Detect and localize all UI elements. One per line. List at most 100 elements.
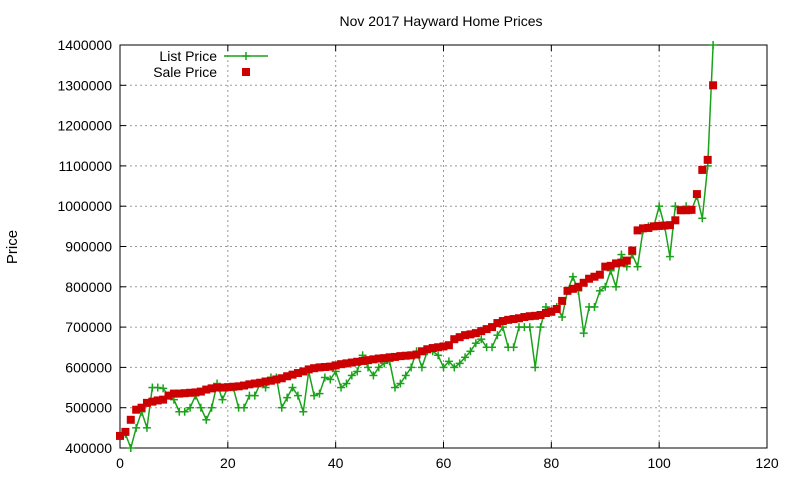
data-point-list-price — [477, 335, 486, 344]
y-tick-label: 1000000 — [57, 198, 112, 214]
legend-sample-list-price — [224, 52, 268, 60]
legend: List Price Sale Price — [153, 48, 268, 80]
data-point-sale-price — [407, 351, 416, 360]
data-point-list-price — [401, 371, 410, 380]
data-point-sale-price — [153, 396, 162, 405]
data-point-list-price — [126, 444, 135, 452]
data-point-sale-price — [455, 333, 464, 342]
data-point-list-price — [153, 383, 162, 392]
data-point-sale-price — [698, 165, 707, 174]
data-point-list-price — [493, 331, 502, 340]
data-point-sale-price — [482, 325, 491, 334]
data-point-sale-price — [471, 329, 480, 338]
data-point-sale-price — [320, 362, 329, 371]
data-point-list-price — [407, 363, 416, 372]
data-point-sale-price — [310, 364, 319, 373]
data-point-sale-price — [412, 350, 421, 359]
x-tick-label: 100 — [647, 455, 671, 471]
data-point-sale-price — [444, 341, 453, 350]
legend-marker — [242, 52, 250, 60]
data-point-sale-price — [223, 383, 232, 392]
data-point-sale-price — [509, 315, 518, 324]
data-point-sale-price — [703, 155, 712, 164]
data-point-sale-price — [288, 370, 297, 379]
data-point-sale-price — [250, 379, 259, 388]
data-point-list-price — [250, 391, 259, 400]
data-point-list-price — [665, 252, 674, 261]
tick-labels: 0 20 40 60 80 100 120 400000 500000 600000 700000 8… — [57, 37, 778, 471]
data-point-list-price — [579, 329, 588, 338]
data-point-sale-price — [692, 190, 701, 199]
data-point-sale-price — [585, 274, 594, 283]
data-point-list-price — [396, 379, 405, 388]
data-point-sale-price — [304, 365, 313, 374]
data-point-list-price — [488, 343, 497, 352]
chart-title: Nov 2017 Hayward Home Prices — [339, 13, 542, 29]
data-point-sale-price — [428, 344, 437, 353]
data-point-sale-price — [331, 361, 340, 370]
data-point-list-price — [347, 371, 356, 380]
data-point-sale-price — [240, 381, 249, 390]
data-point-sale-price — [488, 323, 497, 332]
data-point-list-price — [337, 383, 346, 392]
y-tick-label: 500000 — [65, 400, 112, 416]
data-point-sale-price — [601, 262, 610, 271]
data-point-sale-price — [132, 405, 141, 414]
data-point-sale-price — [191, 388, 200, 397]
data-point-list-price — [536, 323, 545, 332]
data-point-sale-price — [558, 296, 567, 305]
data-point-list-price — [240, 403, 249, 412]
data-point-list-price — [601, 282, 610, 291]
data-point-sale-price — [164, 391, 173, 400]
data-point-list-price — [159, 384, 168, 393]
data-point-sale-price — [213, 383, 222, 392]
data-point-sale-price — [590, 272, 599, 281]
data-point-list-price — [509, 343, 518, 352]
data-point-list-price — [698, 214, 707, 223]
data-point-list-price — [202, 415, 211, 424]
data-point-sale-price — [369, 355, 378, 364]
data-point-sale-price — [277, 374, 286, 383]
data-point-list-price — [612, 282, 621, 291]
data-point-sale-price — [196, 387, 205, 396]
y-tick-label: 1100000 — [59, 158, 113, 174]
data-point-list-price — [310, 391, 319, 400]
data-point-list-price — [326, 375, 335, 384]
y-tick-label: 400000 — [65, 440, 112, 456]
data-point-list-price — [277, 403, 286, 412]
data-point-list-price — [450, 363, 459, 372]
data-point-list-price — [595, 286, 604, 295]
data-point-sale-price — [622, 256, 631, 265]
data-point-sale-price — [364, 356, 373, 365]
data-point-sale-price — [121, 427, 130, 436]
data-point-sale-price — [612, 259, 621, 268]
data-point-sale-price — [401, 351, 410, 360]
data-point-sale-price — [390, 352, 399, 361]
data-point-sale-price — [342, 359, 351, 368]
data-point-sale-price — [547, 307, 556, 316]
data-point-sale-price — [374, 354, 383, 363]
x-tick-label: 0 — [116, 455, 124, 471]
data-point-sale-price — [579, 278, 588, 287]
series-layer — [116, 41, 718, 452]
data-point-sale-price — [137, 403, 146, 412]
data-point-sale-price — [261, 377, 270, 386]
data-point-sale-price — [159, 395, 168, 404]
data-point-list-price — [471, 339, 480, 348]
data-point-list-price — [709, 41, 718, 49]
data-point-list-price — [655, 202, 664, 211]
data-point-sale-price — [396, 352, 405, 361]
data-point-sale-price — [568, 284, 577, 293]
data-point-list-price — [439, 363, 448, 372]
data-point-list-price — [283, 393, 292, 402]
data-point-sale-price — [709, 81, 718, 90]
data-point-sale-price — [116, 431, 124, 440]
data-point-sale-price — [272, 375, 281, 384]
data-point-list-price — [196, 403, 205, 412]
data-point-list-price — [461, 353, 470, 362]
data-point-sale-price — [514, 314, 523, 323]
data-point-sale-price — [434, 343, 443, 352]
data-point-sale-price — [606, 261, 615, 270]
x-tick-label: 20 — [220, 455, 236, 471]
